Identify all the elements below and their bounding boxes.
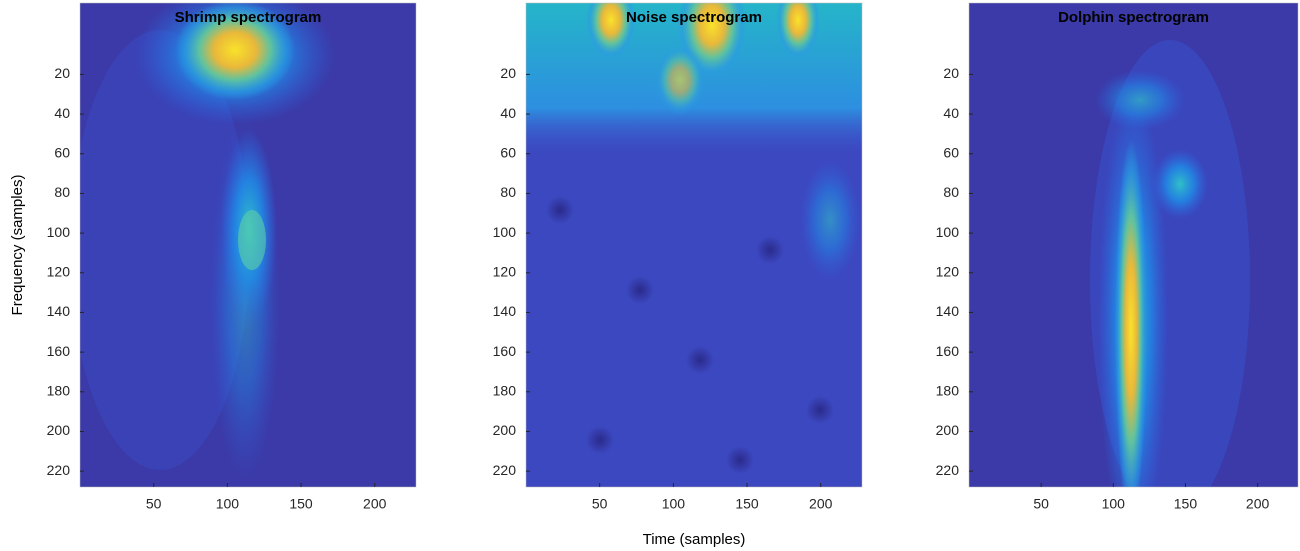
y-tick-label: 20	[54, 65, 70, 81]
x-axis-label: Time (samples)	[643, 531, 746, 548]
x-tick-label: 200	[809, 496, 833, 512]
x-tick-label: 100	[216, 496, 240, 512]
y-tick-label: 60	[943, 144, 959, 160]
x-tick-label: 150	[735, 496, 759, 512]
y-tick-label: 180	[936, 382, 960, 398]
y-tick-label: 80	[500, 184, 516, 200]
panel-title: Shrimp spectrogram	[175, 9, 322, 26]
x-tick-label: 50	[146, 496, 162, 512]
y-tick-label: 140	[47, 303, 71, 319]
y-tick-label: 180	[493, 382, 517, 398]
y-tick-label: 120	[493, 263, 517, 279]
y-tick-label: 140	[936, 303, 960, 319]
y-tick-label: 180	[47, 382, 71, 398]
y-tick-label: 160	[47, 343, 71, 359]
y-tick-label: 40	[500, 105, 516, 121]
x-tick-label: 150	[1174, 496, 1198, 512]
y-tick-label: 160	[493, 343, 517, 359]
plot-frame	[968, 2, 1299, 488]
y-axis-label: Frequency (samples)	[9, 175, 26, 316]
y-tick-label: 80	[54, 184, 70, 200]
axes: Shrimp spectrogram 50 100 150 200 20 40 60 80 100…	[9, 2, 1299, 548]
y-tick-label: 140	[493, 303, 517, 319]
y-tick-label: 40	[54, 105, 70, 121]
y-tick-label: 120	[47, 263, 71, 279]
y-tick-label: 60	[54, 144, 70, 160]
x-tick-label: 50	[1033, 496, 1049, 512]
y-tick-label: 80	[943, 184, 959, 200]
y-tick-label: 60	[500, 144, 516, 160]
y-tick-label: 40	[943, 105, 959, 121]
y-tick-label: 100	[493, 224, 517, 240]
y-tick-label: 220	[936, 462, 960, 478]
x-tick-label: 50	[592, 496, 608, 512]
x-tick-label: 200	[1246, 496, 1270, 512]
panel-title: Noise spectrogram	[626, 9, 762, 26]
y-tick-label: 120	[936, 263, 960, 279]
plot-frame	[525, 2, 863, 488]
y-tick-label: 220	[493, 462, 517, 478]
x-tick-label: 200	[363, 496, 387, 512]
plot-frame	[79, 2, 417, 488]
y-tick-label: 200	[936, 422, 960, 438]
y-tick-label: 100	[936, 224, 960, 240]
y-tick-label: 200	[47, 422, 71, 438]
heatmap-image	[969, 3, 1298, 487]
y-tick-label: 160	[936, 343, 960, 359]
heatmap-image	[80, 3, 416, 487]
y-tick-label: 100	[47, 224, 71, 240]
x-tick-label: 150	[289, 496, 313, 512]
x-tick-label: 100	[662, 496, 686, 512]
x-tick-label: 100	[1102, 496, 1126, 512]
heatmap-image	[526, 3, 862, 487]
y-tick-label: 20	[500, 65, 516, 81]
y-tick-label: 200	[493, 422, 517, 438]
panel-title: Dolphin spectrogram	[1058, 9, 1209, 26]
y-tick-label: 20	[943, 65, 959, 81]
y-tick-label: 220	[47, 462, 71, 478]
